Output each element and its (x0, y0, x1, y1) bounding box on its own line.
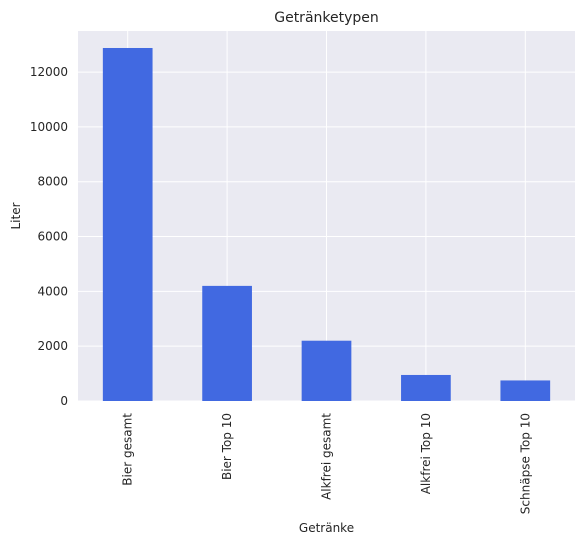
x-tick-label: Alkfrei Top 10 (419, 413, 433, 494)
chart-title: Getränketypen (274, 10, 379, 26)
bar-2 (301, 340, 352, 401)
bars (102, 47, 551, 402)
y-tick-label: 2000 (37, 339, 68, 353)
bar-3 (401, 374, 451, 401)
y-tick-label: 6000 (37, 230, 68, 244)
y-tick-label: 0 (60, 394, 68, 408)
bar-1 (202, 285, 252, 401)
x-tick-label: Alkfrei gesamt (320, 413, 334, 500)
bar-0 (102, 47, 153, 402)
bar-4 (500, 380, 551, 401)
y-axis-label: Liter (9, 202, 23, 229)
x-tick-labels: Bier gesamt Bier Top 10 Alkfrei gesamt Alkf… (121, 413, 533, 514)
y-tick-labels: 0 2000 4000 6000 8000 10000 12000 (30, 65, 68, 408)
y-tick-label: 4000 (37, 284, 68, 298)
y-tick-label: 8000 (37, 175, 68, 189)
x-tick-label: Bier gesamt (121, 413, 135, 486)
x-tick-label: Schnäpse Top 10 (518, 413, 532, 514)
y-tick-label: 12000 (30, 65, 68, 79)
y-tick-label: 10000 (30, 120, 68, 134)
x-tick-label: Bier Top 10 (220, 413, 234, 480)
x-axis-label: Getränke (299, 521, 354, 535)
